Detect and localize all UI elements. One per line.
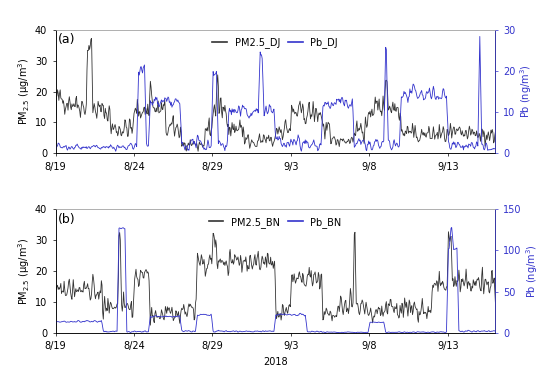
Text: (a): (a) <box>58 33 75 46</box>
X-axis label: 2018: 2018 <box>263 357 287 367</box>
Y-axis label: Pb (ng/m$^3$): Pb (ng/m$^3$) <box>524 244 540 298</box>
Y-axis label: PM$_{2.5}$ (μg/m$^3$): PM$_{2.5}$ (μg/m$^3$) <box>16 238 32 305</box>
Legend: PM2.5_BN, Pb_BN: PM2.5_BN, Pb_BN <box>205 213 345 232</box>
Legend: PM2.5_DJ, Pb_DJ: PM2.5_DJ, Pb_DJ <box>208 33 342 52</box>
Y-axis label: Pb (ng/m$^3$): Pb (ng/m$^3$) <box>518 65 534 118</box>
Y-axis label: PM$_{2.5}$ (μg/m$^3$): PM$_{2.5}$ (μg/m$^3$) <box>16 58 32 125</box>
Text: (b): (b) <box>58 213 76 226</box>
